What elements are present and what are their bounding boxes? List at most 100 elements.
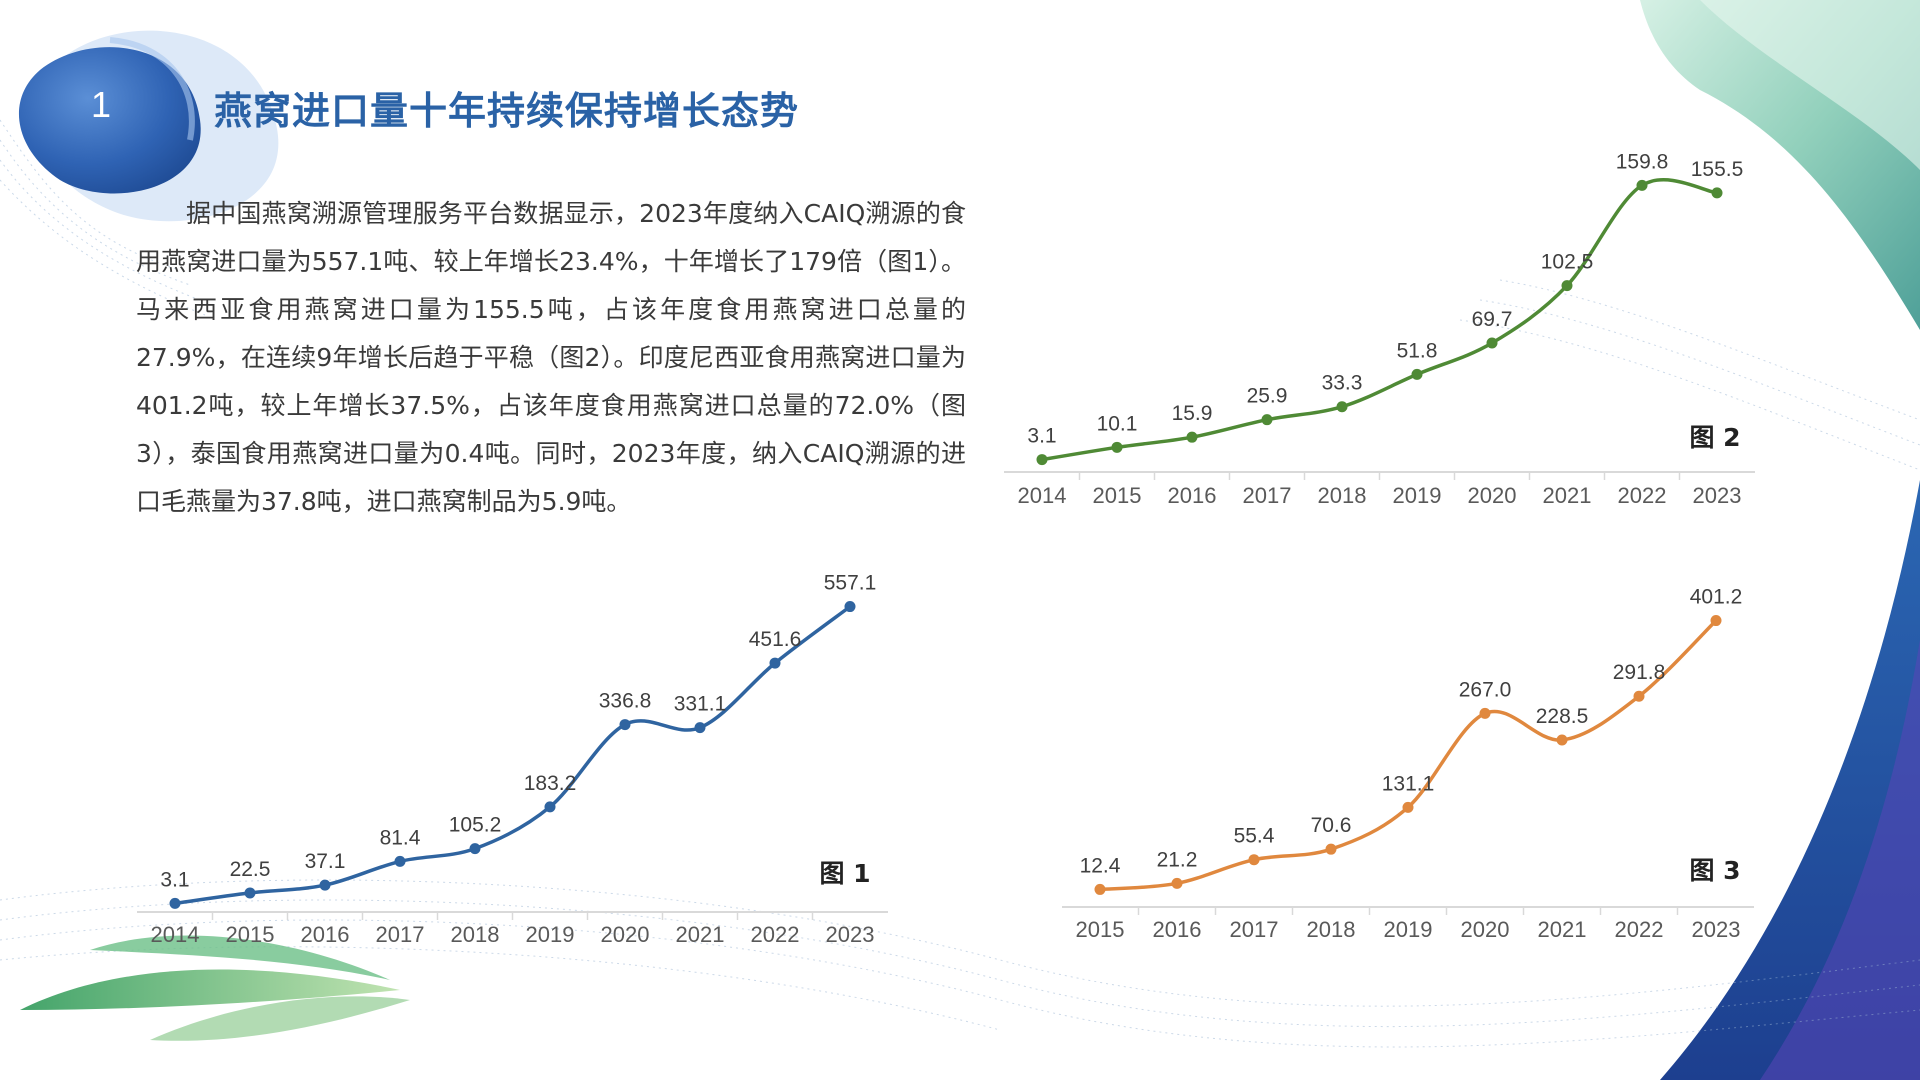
data-point [1479,707,1491,719]
data-label: 81.4 [380,826,421,849]
x-tick-label: 2017 [1230,917,1279,942]
data-point [244,887,256,899]
data-label: 105.2 [449,814,502,837]
figure-label: 图 2 [1689,423,1740,452]
x-tick-label: 2022 [751,922,800,947]
figure-label: 图 1 [819,859,870,888]
x-tick-label: 2015 [1076,917,1125,942]
data-point [1036,454,1048,466]
x-tick-label: 2016 [1153,917,1202,942]
data-label: 55.4 [1234,825,1275,848]
data-label: 3.1 [1027,425,1056,448]
data-point [544,801,556,813]
data-label: 10.1 [1097,412,1138,435]
figure-label: 图 3 [1689,856,1740,885]
data-point [469,843,481,855]
x-tick-label: 2014 [1018,483,1067,508]
data-label: 155.5 [1691,158,1744,181]
data-point [1710,615,1722,627]
x-tick-label: 2020 [1468,483,1517,508]
x-tick-label: 2023 [1692,917,1741,942]
x-tick-label: 2018 [1307,917,1356,942]
data-label: 22.5 [230,858,271,881]
x-tick-label: 2017 [1243,483,1292,508]
series-line [1098,618,1718,892]
data-point [1411,368,1423,380]
data-label: 331.1 [674,693,727,716]
x-tick-label: 2020 [1461,917,1510,942]
data-label: 15.9 [1172,402,1213,425]
data-point [694,722,706,734]
data-label: 267.0 [1459,678,1512,701]
data-label: 131.1 [1382,772,1435,795]
data-point [1111,441,1123,453]
x-tick-label: 2018 [451,922,500,947]
data-point [1711,187,1723,199]
data-point [1248,854,1260,866]
data-point [1636,179,1648,191]
data-point [1486,337,1498,349]
x-tick-label: 2019 [526,922,575,947]
data-label: 21.2 [1157,848,1198,871]
section-number: 1 [90,84,112,125]
x-tick-label: 2021 [1543,483,1592,508]
data-label: 70.6 [1311,814,1352,837]
data-point [1325,843,1337,855]
data-label: 228.5 [1536,705,1589,728]
data-point [619,719,631,731]
series-line [1040,178,1719,462]
x-tick-label: 2016 [301,922,350,947]
data-point [1402,801,1414,813]
x-tick-label: 2022 [1618,483,1667,508]
data-point [769,657,781,669]
data-point [1633,690,1645,702]
data-label: 183.2 [524,772,577,795]
body-paragraph: 据中国燕窝溯源管理服务平台数据显示，2023年度纳入CAIQ溯源的食用燕窝进口量… [136,199,966,516]
x-tick-label: 2015 [1093,483,1142,508]
data-label: 336.8 [599,690,652,713]
x-tick-label: 2019 [1384,917,1433,942]
x-tick-label: 2019 [1393,483,1442,508]
series-line [173,604,852,906]
data-point [394,855,406,867]
data-label: 3.1 [160,868,189,891]
x-tick-label: 2015 [226,922,275,947]
data-label: 557.1 [824,572,877,595]
data-label: 451.6 [749,628,802,651]
x-tick-label: 2014 [151,922,200,947]
data-point [1094,883,1106,895]
data-label: 37.1 [305,850,346,873]
x-tick-label: 2017 [376,922,425,947]
x-tick-label: 2023 [826,922,875,947]
chart-figure-2: 2014 2015 2016 2017 2018 2019 2020 2021 2022 2023… [1004,150,1755,508]
data-point [319,879,331,891]
data-point [1171,877,1183,889]
data-label: 291.8 [1613,661,1666,684]
data-label: 102.5 [1541,251,1594,274]
x-tick-label: 2016 [1168,483,1217,508]
chart-figure-3: 2015 2016 2017 2018 2019 2020 2021 2022 2023 12.4… [1062,586,1754,942]
data-label: 401.2 [1690,586,1743,609]
x-tick-label: 2022 [1615,917,1664,942]
data-label: 69.7 [1472,308,1513,331]
x-tick-label: 2020 [601,922,650,947]
data-point [1336,401,1348,413]
x-tick-label: 2023 [1693,483,1742,508]
x-tick-label: 2021 [1538,917,1587,942]
data-label: 25.9 [1247,385,1288,408]
data-point [1261,414,1273,426]
data-point [844,601,856,613]
x-tick-label: 2021 [676,922,725,947]
data-label: 159.8 [1616,150,1669,173]
chart-figure-1: 2014 2015 2016 2017 2018 2019 2020 2021 2022 2023… [137,572,888,947]
data-label: 51.8 [1397,339,1438,362]
data-label: 33.3 [1322,372,1363,395]
data-label: 12.4 [1080,854,1121,877]
data-point [169,897,181,909]
data-point [1186,431,1198,443]
page-title: 燕窝进口量十年持续保持增长态势 [214,89,800,133]
data-point [1561,280,1573,292]
data-point [1556,734,1568,746]
